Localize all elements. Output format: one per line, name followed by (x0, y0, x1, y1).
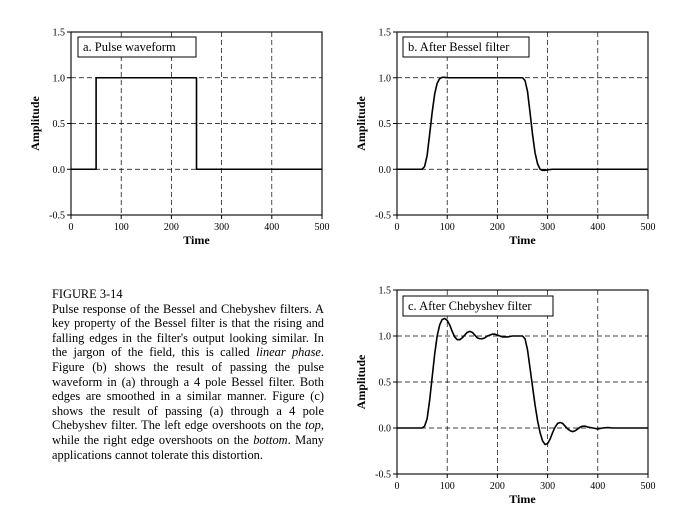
x-tick-label: 200 (490, 222, 505, 233)
chart-title-box (77, 36, 197, 58)
y-tick-label: 0.5 (379, 119, 392, 130)
x-tick-label: 200 (490, 481, 505, 492)
y-tick-label: 0.5 (53, 119, 66, 130)
x-axis-label: Time (183, 233, 210, 247)
caption-text: . Many applications cannot tolerate this… (52, 432, 324, 462)
caption-emphasis: top (305, 418, 321, 433)
y-tick-label: 1.5 (379, 28, 392, 39)
y-tick-label: 1.5 (53, 28, 66, 39)
chart-title: a. Pulse waveform (83, 40, 176, 54)
chart-a: 0 100 200 300 400 500 -0.5 0.0 0.5 1.0 1.5 Time Ampl… (28, 28, 330, 248)
chart-c: 0 100 200 300 400 500 -0.5 0.0 0.5 1.0 1.5 Time Ampl… (354, 286, 656, 507)
y-tick-label: 1.0 (379, 332, 392, 343)
figure-caption: FIGURE 3-14 Pulse response of the Bessel… (52, 287, 324, 462)
y-axis-label: Amplitude (28, 95, 42, 150)
x-tick-label: 0 (395, 481, 400, 492)
y-axis-label: Amplitude (354, 95, 368, 150)
y-tick-label: 1.5 (379, 286, 392, 297)
plot-frame (396, 289, 649, 475)
y-tick-label: 1.0 (379, 73, 392, 84)
caption-text: Pulse response of the Bessel and Chebysh… (52, 301, 324, 360)
y-tick-label: 0.0 (379, 424, 392, 435)
x-tick-label: 500 (641, 222, 656, 233)
x-tick-label: 100 (440, 481, 455, 492)
y-tick-label: 0.5 (379, 378, 392, 389)
y-tick-label: -0.5 (49, 211, 65, 222)
x-tick-label: 300 (214, 222, 229, 233)
y-tick-label: 0.0 (53, 165, 66, 176)
caption-body: Pulse response of the Bessel and Chebysh… (52, 302, 324, 463)
x-axis-label: Time (509, 492, 536, 506)
x-tick-label: 300 (540, 481, 555, 492)
chart-title-box (402, 36, 530, 58)
caption-emphasis: bottom (253, 432, 288, 447)
x-tick-label: 400 (590, 222, 605, 233)
x-tick-label: 0 (395, 222, 400, 233)
x-tick-label: 400 (264, 222, 279, 233)
y-tick-label: 1.0 (53, 73, 66, 84)
x-tick-label: 300 (540, 222, 555, 233)
chart-title-box (402, 295, 554, 317)
x-tick-label: 100 (114, 222, 129, 233)
x-tick-label: 500 (641, 481, 656, 492)
x-tick-label: 0 (69, 222, 74, 233)
caption-text: , while the right edge overshoots on the (52, 418, 324, 447)
figure-label: FIGURE 3-14 (52, 287, 123, 301)
y-tick-label: 0.0 (379, 165, 392, 176)
series-line (71, 76, 322, 171)
chart-b: 0 100 200 300 400 500 -0.5 0.0 0.5 1.0 1.5 Time Ampl… (354, 28, 656, 248)
y-tick-label: -0.5 (375, 470, 391, 481)
x-tick-label: 500 (315, 222, 330, 233)
x-axis-label: Time (509, 233, 536, 247)
x-tick-label: 100 (440, 222, 455, 233)
series-line (397, 76, 648, 172)
x-tick-label: 200 (164, 222, 179, 233)
caption-emphasis: linear phase (256, 345, 321, 360)
x-tick-label: 400 (590, 481, 605, 492)
y-axis-label: Amplitude (354, 354, 368, 409)
chart-title: b. After Bessel filter (408, 40, 510, 54)
caption-text: . Figure (b) shows the result of passing… (52, 345, 325, 433)
plot-frame (396, 31, 649, 216)
series-line (397, 317, 648, 446)
y-tick-label: -0.5 (375, 211, 391, 222)
chart-title: c. After Chebyshev filter (408, 299, 532, 313)
